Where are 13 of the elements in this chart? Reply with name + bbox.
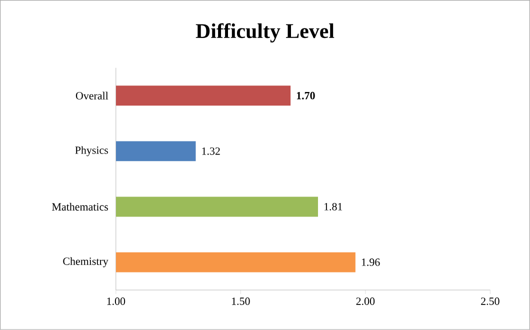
- data-label: 1.96: [362, 258, 380, 266]
- y-tick-label: Chemistry: [63, 257, 108, 268]
- y-tick-label: Physics: [75, 146, 108, 156]
- y-tick-label: Overall: [76, 92, 108, 100]
- data-label: 1.70: [296, 92, 315, 100]
- x-tick-label: 1.50: [232, 298, 250, 306]
- chart-title: Difficulty Level: [196, 23, 334, 43]
- y-tick-label: Mathematics: [52, 202, 108, 211]
- x-tick-label: 1.00: [107, 298, 126, 306]
- data-label: 1.32: [202, 148, 220, 155]
- x-tick-label: 2.00: [356, 298, 375, 306]
- x-tick-label: 2.50: [481, 298, 500, 306]
- data-label: 1.81: [324, 203, 342, 211]
